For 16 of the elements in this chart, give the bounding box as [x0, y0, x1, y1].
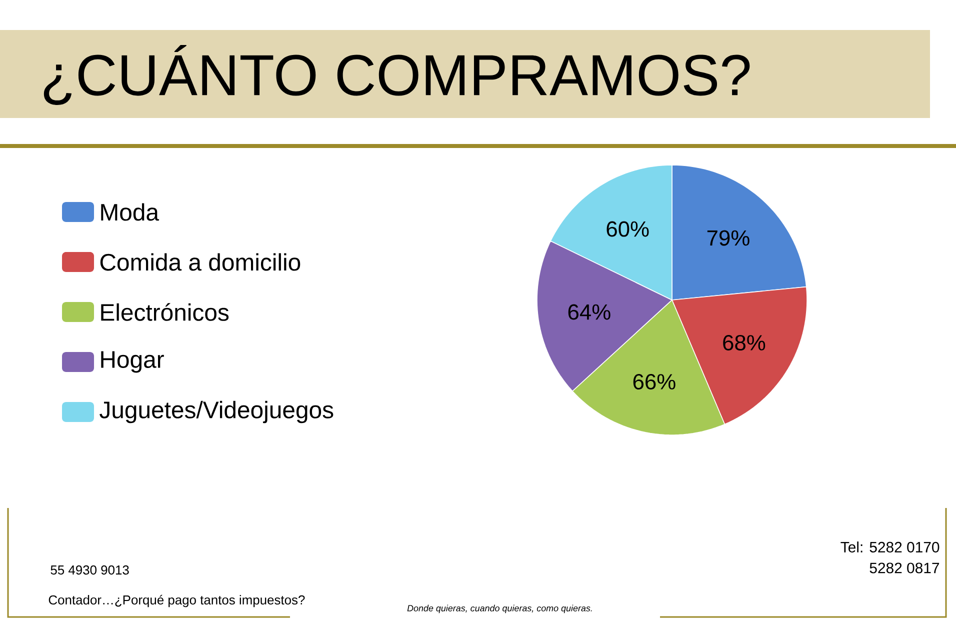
text: 55 4930 9013 — [50, 565, 129, 575]
data-label: 66% — [633, 374, 676, 390]
legend-label: Comida a domicilio — [100, 253, 300, 271]
chart-title: ¿CUÁNTO COMPRAMOS? — [44, 45, 750, 105]
text: 5282 0817 — [870, 562, 940, 574]
data-label: 60% — [606, 221, 649, 237]
data-label: 68% — [723, 334, 766, 350]
legend-label: Juguetes/Videojuegos — [100, 400, 334, 424]
data-label: 64% — [568, 304, 610, 320]
text: Tel: 5282 0170 — [840, 542, 940, 552]
text: Contador…¿Porqué pago tantos impuestos? — [48, 594, 305, 608]
legend-label: Hogar — [101, 351, 164, 373]
text: Donde quieras, cuando quieras, como quieras. — [407, 604, 592, 614]
data-label: 79% — [707, 230, 750, 246]
legend-label: Electrónicos — [101, 303, 229, 321]
legend-label: Moda — [101, 203, 160, 221]
